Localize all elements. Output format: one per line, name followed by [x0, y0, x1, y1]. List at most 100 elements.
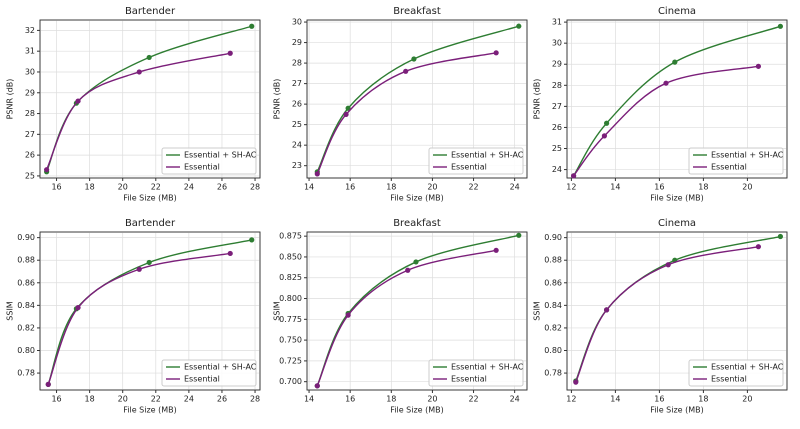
y-tick-label: 28	[25, 109, 35, 118]
x-tick-label: 16	[51, 395, 61, 404]
x-tick-label: 20	[742, 395, 752, 404]
data-point	[755, 63, 762, 69]
y-tick-label: 32	[25, 26, 35, 35]
legend-box	[161, 359, 257, 387]
legend-label: Essential	[711, 163, 747, 172]
x-axis-label: File Size (MB)	[123, 406, 177, 415]
x-tick-label: 18	[85, 395, 95, 404]
y-tick-label: 29	[552, 60, 562, 69]
data-point	[227, 250, 233, 257]
x-tick-label: 24	[510, 183, 520, 192]
y-tick-label: 29	[292, 38, 302, 47]
x-tick-label: 16	[345, 183, 355, 192]
data-point	[44, 167, 50, 173]
x-tick-label: 22	[151, 395, 161, 404]
y-tick-label: 0.78	[17, 369, 35, 378]
y-tick-label: 0.90	[544, 233, 562, 242]
data-point	[345, 105, 351, 111]
legend-box	[688, 359, 784, 387]
y-tick-label: 0.78	[544, 369, 562, 378]
x-tick-label: 14	[304, 395, 314, 404]
y-tick-label: 0.850	[279, 252, 302, 261]
data-point	[411, 56, 417, 62]
x-tick-label: 12	[566, 183, 576, 192]
subplot-title: Bartender	[125, 6, 176, 17]
data-point	[146, 54, 152, 61]
x-tick-label: 18	[386, 183, 396, 192]
data-point	[604, 120, 610, 126]
subplot: 14 16 18 20 22 24 23 24 25 26 27 28 29 30 Breakfast Fil…	[273, 6, 528, 203]
subplot-title: Cinema	[658, 6, 696, 17]
legend-label: Essential	[451, 375, 487, 384]
x-tick-label: 20	[427, 183, 437, 192]
subplot: 12 14 16 18 20 0.78 0.80 0.82 0.84 0.86 0.88 0.90 Ci…	[533, 218, 788, 415]
x-tick-label: 16	[654, 183, 664, 192]
data-point	[403, 68, 409, 74]
data-point	[516, 232, 522, 238]
legend-label: Essential	[184, 163, 220, 172]
y-tick-label: 26	[552, 123, 562, 132]
plot-frame	[566, 231, 788, 391]
y-axis-label: PSNR (dB)	[6, 79, 15, 120]
data-point	[136, 266, 142, 272]
subplot: 12 14 16 18 20 24 25 26 27 28 29 30 31 Cinema File Siz…	[533, 6, 788, 203]
y-tick-label: 30	[552, 39, 562, 48]
series-line	[573, 25, 781, 177]
y-tick-label: 0.88	[17, 256, 35, 265]
plot-frame	[39, 231, 261, 391]
y-tick-label: 25	[25, 171, 35, 180]
subplot-title: Bartender	[125, 218, 176, 229]
data-point	[604, 307, 610, 313]
y-tick-label: 26	[25, 151, 35, 160]
y-tick-label: 0.825	[279, 273, 302, 282]
plot-frame	[306, 19, 528, 179]
y-axis-label: SSIM	[533, 301, 542, 321]
legend-label: Essential	[451, 163, 487, 172]
x-axis-label: File Size (MB)	[390, 194, 444, 203]
data-point	[571, 173, 577, 179]
y-axis-label: SSIM	[6, 301, 15, 321]
series-line	[45, 52, 231, 170]
data-point	[343, 111, 349, 117]
legend-label: Essential + SH-AC	[711, 363, 784, 372]
y-axis-label: PSNR (dB)	[533, 79, 542, 120]
x-tick-label: 18	[85, 183, 95, 192]
x-tick-label: 18	[698, 395, 708, 404]
data-point	[777, 233, 784, 240]
subplot: 14 16 18 20 22 24 0.700 0.725 0.750 0.775 0.800 0.8…	[273, 218, 528, 415]
plot-frame	[306, 231, 528, 391]
x-tick-label: 14	[304, 183, 314, 192]
x-tick-label: 26	[217, 395, 227, 404]
subplot-title: Breakfast	[393, 6, 441, 17]
legend-box	[428, 359, 524, 387]
x-axis-label: File Size (MB)	[650, 406, 704, 415]
legend-box	[688, 147, 784, 175]
y-tick-label: 0.82	[17, 323, 35, 332]
y-tick-label: 26	[292, 100, 302, 109]
legend-label: Essential + SH-AC	[711, 151, 784, 160]
y-tick-label: 27	[552, 102, 562, 111]
x-tick-label: 14	[610, 395, 620, 404]
y-tick-label: 25	[292, 120, 302, 129]
y-tick-label: 0.700	[279, 377, 302, 386]
legend-box	[161, 147, 257, 175]
data-point	[146, 259, 152, 266]
legend-box	[428, 147, 524, 175]
y-tick-label: 27	[25, 130, 35, 139]
data-point	[75, 305, 81, 311]
subplot-title: Breakfast	[393, 218, 441, 229]
data-point	[405, 267, 411, 273]
y-tick-label: 28	[552, 81, 562, 90]
data-point	[493, 50, 499, 56]
data-point	[136, 69, 142, 75]
y-tick-label: 31	[552, 18, 562, 27]
series-line	[573, 65, 759, 177]
data-point	[516, 23, 522, 29]
y-tick-label: 0.750	[279, 336, 302, 345]
x-tick-label: 16	[654, 395, 664, 404]
y-tick-label: 0.775	[279, 315, 302, 324]
x-tick-label: 18	[386, 395, 396, 404]
y-tick-label: 0.800	[279, 294, 302, 303]
y-tick-label: 29	[25, 88, 35, 97]
y-tick-label: 23	[292, 161, 302, 170]
